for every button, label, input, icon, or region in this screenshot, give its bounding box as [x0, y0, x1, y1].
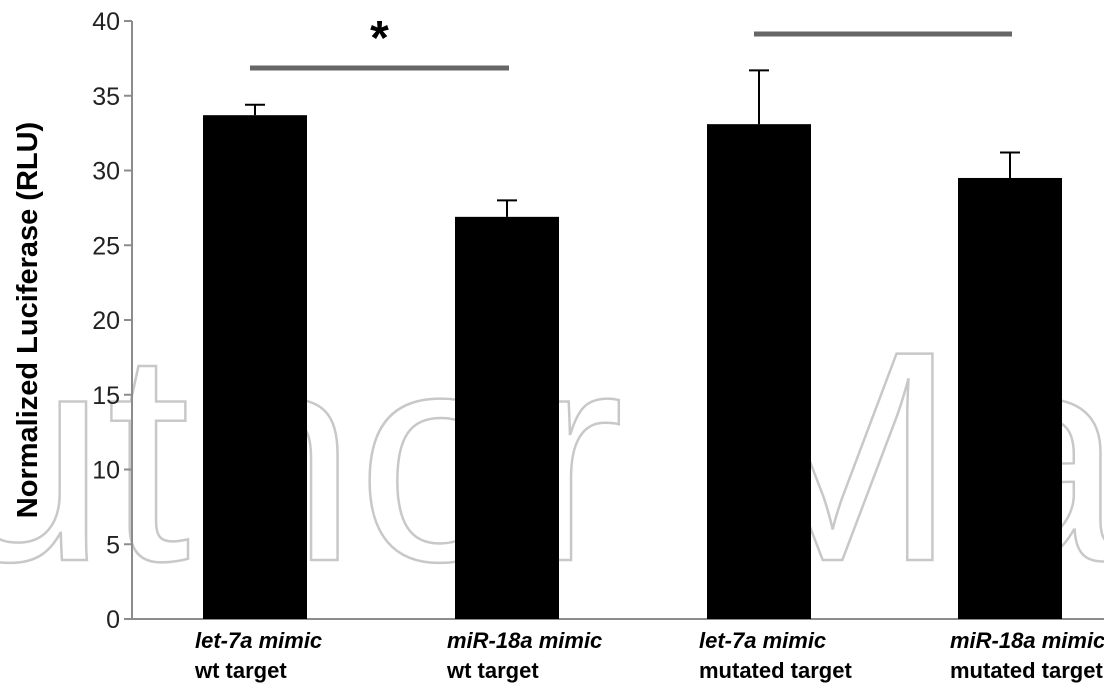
- category-label-line2: mutated target: [699, 658, 852, 683]
- category-label-line2: wt target: [446, 658, 539, 683]
- y-tick-label: 30: [92, 158, 120, 186]
- category-label-line1: let-7a mimic: [195, 628, 322, 653]
- category-label-line1: miR-18a mimic: [950, 628, 1104, 653]
- bar: [958, 177, 1062, 619]
- bar: [455, 216, 559, 619]
- bar: [707, 124, 811, 619]
- category-label-line1: let-7a mimic: [699, 628, 826, 653]
- significance-marker: *: [370, 12, 389, 65]
- category-label-line2: mutated target: [950, 658, 1103, 683]
- y-tick-label: 20: [92, 307, 120, 335]
- y-tick-label: 40: [92, 8, 120, 36]
- y-tick-label: 10: [92, 457, 120, 485]
- y-tick-label: 5: [106, 531, 120, 559]
- y-tick-label: 35: [92, 83, 120, 111]
- y-tick-label: 15: [92, 382, 120, 410]
- bar: [203, 115, 307, 619]
- category-label-line1: miR-18a mimic: [447, 628, 602, 653]
- y-tick-label: 25: [92, 232, 120, 260]
- y-axis-title: Normalized Luciferase (RLU): [12, 122, 44, 518]
- y-tick-label: 0: [106, 606, 120, 634]
- category-label-line2: wt target: [194, 658, 287, 683]
